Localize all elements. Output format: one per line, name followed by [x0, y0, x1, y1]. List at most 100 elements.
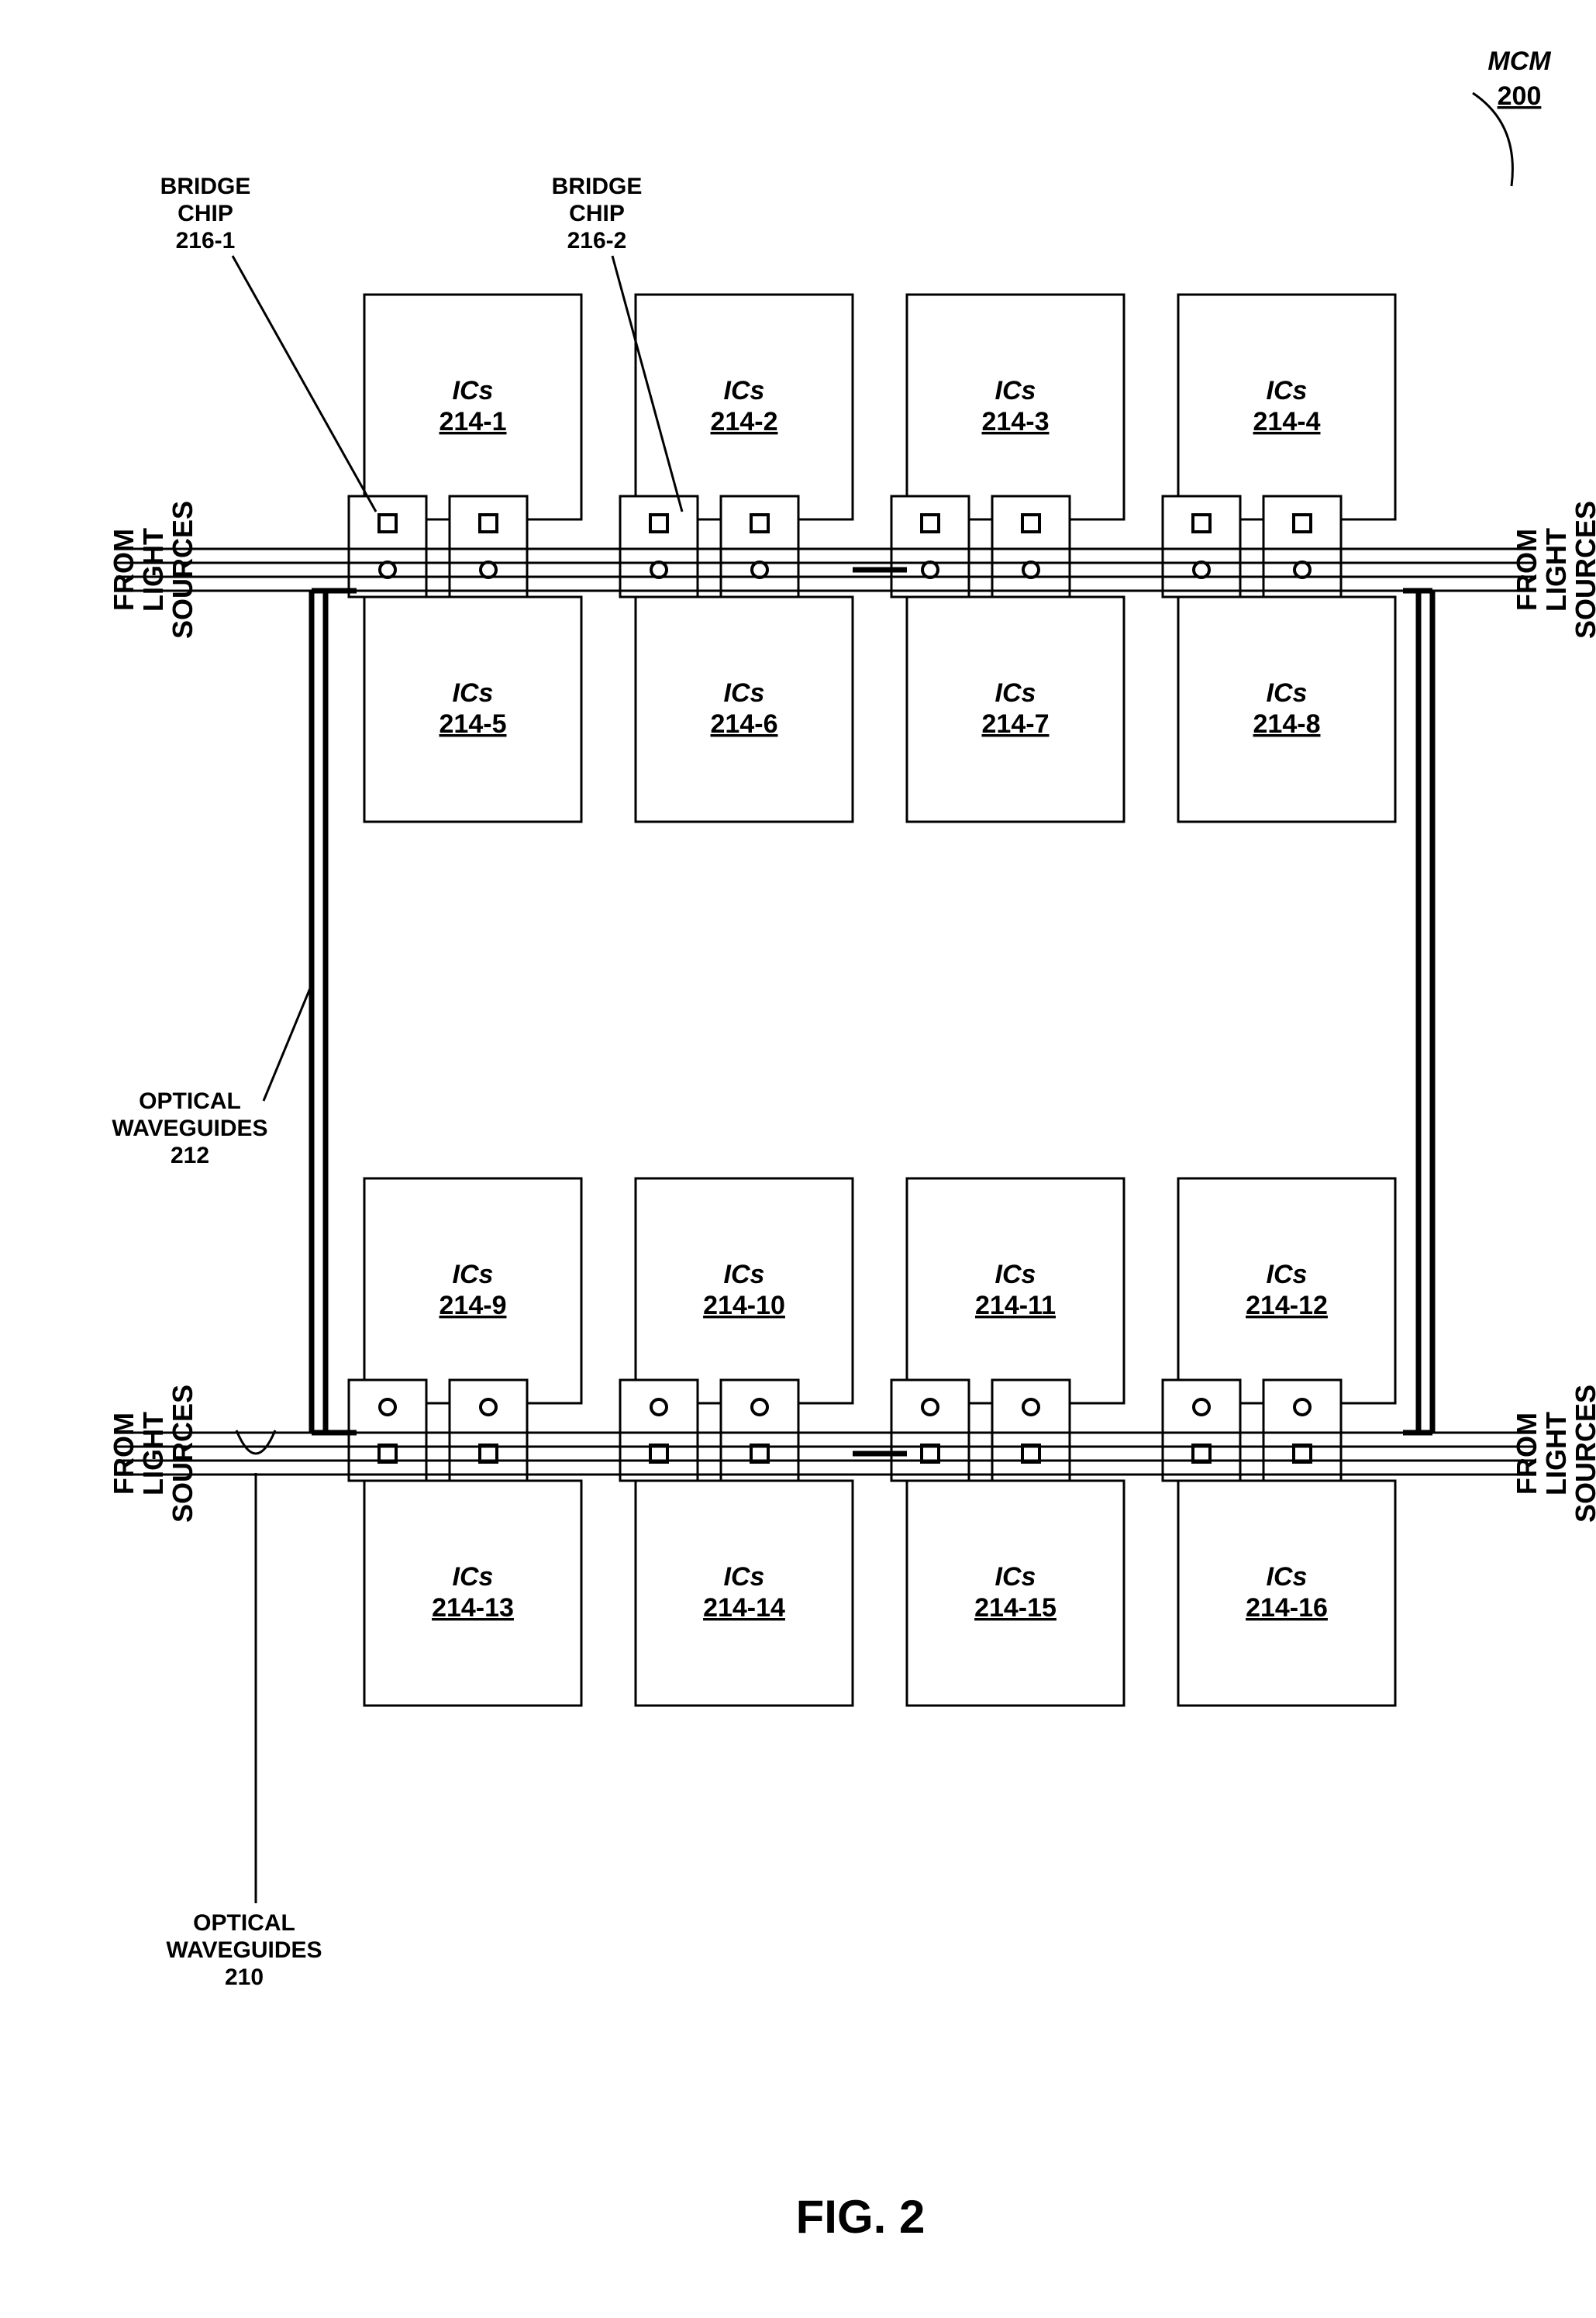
- wg210-l1: OPTICAL: [193, 1910, 295, 1936]
- ic-num-7: 214-7: [982, 709, 1050, 739]
- ic-num-4: 214-4: [1253, 407, 1321, 436]
- svg-text:LIGHT: LIGHT: [137, 528, 169, 612]
- ic-num-2: 214-2: [711, 407, 778, 436]
- svg-text:FROM: FROM: [108, 529, 140, 611]
- bridge1-l2: CHIP: [178, 201, 233, 226]
- svg-text:LIGHT: LIGHT: [137, 1412, 169, 1495]
- svg-text:FROM: FROM: [1511, 1413, 1543, 1495]
- svg-text:FROM: FROM: [1511, 529, 1543, 611]
- ic-num-15: 214-15: [974, 1593, 1057, 1623]
- from-light-sources-label: FROMLIGHTSOURCES: [1511, 1385, 1596, 1523]
- marker-circle-icon: [380, 1399, 395, 1415]
- diagram-root: MCM200ICs214-1ICs214-5ICs214-2ICs214-6IC…: [0, 0, 1596, 2318]
- ic-num-5: 214-5: [440, 709, 507, 739]
- marker-square-icon: [1294, 515, 1311, 532]
- ic-num-9: 214-9: [440, 1291, 507, 1320]
- ic-num-13: 214-13: [432, 1593, 514, 1623]
- wg212-l2: WAVEGUIDES: [112, 1116, 267, 1141]
- bridge-r1-3-b: [1263, 496, 1341, 597]
- marker-square-icon: [379, 515, 396, 532]
- ic-prefix-7: ICs: [995, 678, 1036, 708]
- bridge-r2-0-a: [349, 1380, 426, 1481]
- ic-num-1: 214-1: [440, 407, 507, 436]
- marker-circle-icon: [380, 562, 395, 578]
- wg210-num: 210: [225, 1964, 264, 1990]
- marker-square-icon: [751, 515, 768, 532]
- svg-text:SOURCES: SOURCES: [1570, 501, 1596, 639]
- ic-prefix-13: ICs: [453, 1562, 494, 1592]
- ic-prefix-1: ICs: [453, 376, 494, 405]
- mcm-num: 200: [1498, 81, 1542, 111]
- marker-circle-icon: [481, 1399, 496, 1415]
- bridge-r2-2-a: [891, 1380, 969, 1481]
- svg-text:SOURCES: SOURCES: [167, 501, 198, 639]
- wg210-l2: WAVEGUIDES: [166, 1937, 322, 1963]
- svg-text:FROM: FROM: [108, 1413, 140, 1495]
- bridge2-num: 216-2: [567, 228, 627, 254]
- marker-square-icon: [650, 515, 667, 532]
- bridge2-l1: BRIDGE: [552, 174, 643, 199]
- figure-label: FIG. 2: [796, 2191, 926, 2243]
- ic-prefix-5: ICs: [453, 678, 494, 708]
- marker-circle-icon: [752, 1399, 767, 1415]
- bridge1-num: 216-1: [176, 228, 236, 254]
- bridge-r1-1-b: [721, 496, 798, 597]
- bridge2-l2: CHIP: [569, 201, 625, 226]
- marker-circle-icon: [1194, 562, 1209, 578]
- ic-prefix-16: ICs: [1267, 1562, 1308, 1592]
- marker-square-icon: [480, 515, 497, 532]
- from-light-sources-label: FROMLIGHTSOURCES: [108, 501, 198, 639]
- ic-num-12: 214-12: [1246, 1291, 1328, 1320]
- ic-num-3: 214-3: [982, 407, 1050, 436]
- svg-text:LIGHT: LIGHT: [1540, 1412, 1572, 1495]
- marker-circle-icon: [1023, 1399, 1039, 1415]
- ic-prefix-11: ICs: [995, 1260, 1036, 1289]
- svg-text:SOURCES: SOURCES: [167, 1385, 198, 1523]
- marker-square-icon: [922, 515, 939, 532]
- bridge-r1-1-a: [620, 496, 698, 597]
- wg212-num: 212: [171, 1143, 209, 1168]
- marker-circle-icon: [1294, 1399, 1310, 1415]
- bridge-r2-1-b: [721, 1380, 798, 1481]
- ic-prefix-6: ICs: [724, 678, 765, 708]
- ic-prefix-2: ICs: [724, 376, 765, 405]
- ic-prefix-8: ICs: [1267, 678, 1308, 708]
- marker-square-icon: [1022, 515, 1039, 532]
- marker-circle-icon: [651, 1399, 667, 1415]
- marker-circle-icon: [651, 562, 667, 578]
- marker-circle-icon: [922, 562, 938, 578]
- bridge-r1-2-a: [891, 496, 969, 597]
- wg212-l1: OPTICAL: [139, 1088, 241, 1114]
- bridge-r1-3-a: [1163, 496, 1240, 597]
- bridge-r2-2-b: [992, 1380, 1070, 1481]
- from-light-sources-label: FROMLIGHTSOURCES: [1511, 501, 1596, 639]
- bridge-r2-1-a: [620, 1380, 698, 1481]
- ic-prefix-3: ICs: [995, 376, 1036, 405]
- marker-circle-icon: [752, 562, 767, 578]
- svg-text:SOURCES: SOURCES: [1570, 1385, 1596, 1523]
- ic-num-6: 214-6: [711, 709, 778, 739]
- ic-prefix-15: ICs: [995, 1562, 1036, 1592]
- ic-num-11: 214-11: [975, 1291, 1056, 1320]
- bridge-r1-0-a: [349, 496, 426, 597]
- ic-prefix-9: ICs: [453, 1260, 494, 1289]
- ic-num-10: 214-10: [703, 1291, 785, 1320]
- marker-circle-icon: [922, 1399, 938, 1415]
- marker-square-icon: [1193, 515, 1210, 532]
- marker-circle-icon: [1194, 1399, 1209, 1415]
- ic-num-16: 214-16: [1246, 1593, 1328, 1623]
- bridge-r2-3-a: [1163, 1380, 1240, 1481]
- bridge-r2-3-b: [1263, 1380, 1341, 1481]
- marker-circle-icon: [1294, 562, 1310, 578]
- ic-num-8: 214-8: [1253, 709, 1321, 739]
- mcm-label: MCM: [1487, 47, 1551, 76]
- bridge-r1-0-b: [450, 496, 527, 597]
- bridge-r1-2-b: [992, 496, 1070, 597]
- ic-num-14: 214-14: [703, 1593, 785, 1623]
- svg-text:LIGHT: LIGHT: [1540, 528, 1572, 612]
- bridge-r2-0-b: [450, 1380, 527, 1481]
- ic-prefix-4: ICs: [1267, 376, 1308, 405]
- ic-prefix-14: ICs: [724, 1562, 765, 1592]
- marker-circle-icon: [481, 562, 496, 578]
- bridge1-l1: BRIDGE: [160, 174, 251, 199]
